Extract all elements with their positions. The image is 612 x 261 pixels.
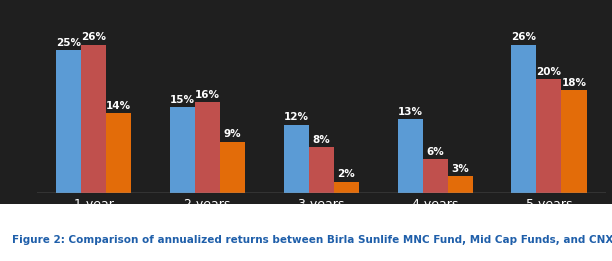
Text: 3%: 3%: [451, 164, 469, 174]
Text: 13%: 13%: [398, 107, 423, 117]
Text: 15%: 15%: [170, 95, 195, 105]
Bar: [423, 159, 447, 193]
Text: 20%: 20%: [537, 67, 561, 77]
Text: 14%: 14%: [106, 101, 131, 111]
Text: 18%: 18%: [561, 78, 586, 88]
Bar: [309, 147, 334, 193]
Text: 16%: 16%: [195, 90, 220, 99]
Bar: [220, 142, 245, 193]
Text: 12%: 12%: [284, 112, 309, 122]
Bar: [537, 79, 561, 193]
Text: 9%: 9%: [224, 129, 241, 139]
Text: 6%: 6%: [426, 147, 444, 157]
Bar: [334, 182, 359, 193]
Bar: [284, 125, 309, 193]
Text: 25%: 25%: [56, 38, 81, 48]
Bar: [170, 108, 195, 193]
Text: 8%: 8%: [312, 135, 330, 145]
Bar: [398, 119, 423, 193]
Text: 2%: 2%: [337, 169, 355, 180]
Text: 26%: 26%: [512, 32, 537, 43]
Bar: [195, 102, 220, 193]
Bar: [512, 45, 537, 193]
Bar: [106, 113, 131, 193]
Bar: [81, 45, 106, 193]
Bar: [447, 176, 472, 193]
Text: 26%: 26%: [81, 32, 106, 43]
Bar: [56, 50, 81, 193]
Text: Figure 2: Comparison of annualized returns between Birla Sunlife MNC Fund, Mid C: Figure 2: Comparison of annualized retur…: [12, 235, 612, 245]
Bar: [561, 90, 586, 193]
